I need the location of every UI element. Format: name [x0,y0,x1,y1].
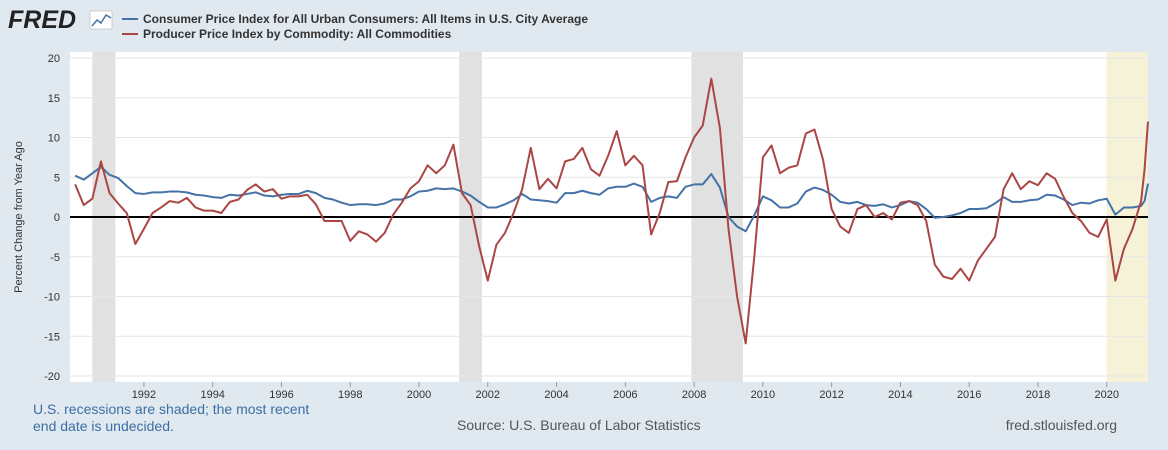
logo-icon [89,10,113,30]
source: Source: U.S. Bureau of Labor Statistics [457,417,701,433]
x-tick-label: 1992 [132,389,156,401]
x-tick-label: 2004 [544,389,568,401]
y-tick-label: 0 [54,212,60,224]
y-axis-label: Percent Change from Year Ago [13,141,25,293]
y-tick-label: -10 [44,292,60,304]
x-tick-label: 2014 [888,389,912,401]
y-tick-label: -20 [44,371,60,383]
y-tick-label: 10 [48,133,60,145]
y-tick-label: -5 [50,252,60,264]
series-line [74,165,1149,233]
y-tick-label: 20 [48,53,60,65]
series-line [74,77,1149,345]
x-tick-label: 1998 [338,389,362,401]
x-tick-label: 2000 [407,389,431,401]
x-tick-label: 2008 [682,389,706,401]
x-tick-label: 2016 [957,389,981,401]
y-tick-label: 15 [48,93,60,105]
x-tick-label: 2020 [1094,389,1118,401]
logo: FRED [8,6,76,34]
x-tick-label: 2018 [1026,389,1050,401]
x-tick-label: 1996 [269,389,293,401]
legend-label: Producer Price Index by Commodity: All C… [143,27,452,41]
x-tick-label: 2012 [819,389,843,401]
x-tick-label: 2002 [476,389,500,401]
y-tick-label: -15 [44,331,60,343]
x-tick-label: 2006 [613,389,637,401]
legend-label: Consumer Price Index for All Urban Consu… [143,12,588,26]
url: fred.stlouisfed.org [1006,417,1117,433]
x-tick-label: 2010 [751,389,775,401]
y-tick-label: 5 [54,172,60,184]
recession-note: U.S. recessions are shaded; the most rec… [33,401,310,434]
x-tick-label: 1994 [200,389,224,401]
